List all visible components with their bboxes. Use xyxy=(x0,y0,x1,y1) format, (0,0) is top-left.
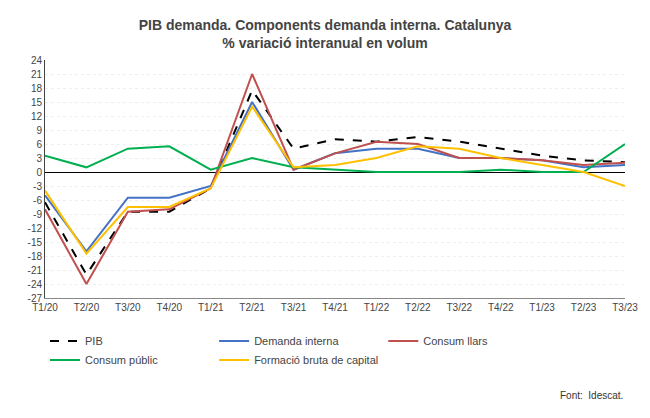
svg-text:Consum públic: Consum públic xyxy=(85,354,158,366)
svg-text:9: 9 xyxy=(36,125,42,136)
svg-text:T1/21: T1/21 xyxy=(198,302,224,313)
svg-text:3: 3 xyxy=(36,153,42,164)
svg-text:-15: -15 xyxy=(28,237,43,248)
svg-text:6: 6 xyxy=(36,139,42,150)
svg-text:T2/23: T2/23 xyxy=(571,302,597,313)
svg-text:T3/23: T3/23 xyxy=(612,302,638,313)
svg-text:-3: -3 xyxy=(33,181,42,192)
svg-text:T3/21: T3/21 xyxy=(281,302,307,313)
svg-text:T1/20: T1/20 xyxy=(32,302,58,313)
svg-text:-21: -21 xyxy=(28,265,43,276)
svg-text:Font: Idescat.: Font: Idescat. xyxy=(560,390,623,401)
svg-text:T1/22: T1/22 xyxy=(364,302,390,313)
svg-text:-9: -9 xyxy=(33,209,42,220)
svg-text:-24: -24 xyxy=(28,279,43,290)
svg-text:Formació bruta de capital: Formació bruta de capital xyxy=(254,354,378,366)
svg-text:PIB: PIB xyxy=(85,335,103,347)
svg-text:T2/22: T2/22 xyxy=(405,302,431,313)
svg-text:-6: -6 xyxy=(33,195,42,206)
svg-text:12: 12 xyxy=(31,111,43,122)
svg-text:T4/20: T4/20 xyxy=(157,302,183,313)
svg-text:T3/22: T3/22 xyxy=(447,302,473,313)
svg-text:PIB demanda. Components demand: PIB demanda. Components demanda interna.… xyxy=(139,17,512,51)
svg-text:T1/23: T1/23 xyxy=(529,302,555,313)
svg-text:T2/20: T2/20 xyxy=(74,302,100,313)
svg-text:T2/21: T2/21 xyxy=(239,302,265,313)
svg-text:24: 24 xyxy=(31,55,43,66)
svg-text:-27: -27 xyxy=(28,293,43,304)
svg-text:Consum llars: Consum llars xyxy=(423,335,488,347)
svg-text:0: 0 xyxy=(36,167,42,178)
svg-text:21: 21 xyxy=(31,69,43,80)
svg-text:T3/20: T3/20 xyxy=(115,302,141,313)
svg-text:18: 18 xyxy=(31,83,43,94)
svg-text:T4/22: T4/22 xyxy=(488,302,514,313)
svg-text:T4/21: T4/21 xyxy=(322,302,348,313)
svg-text:-12: -12 xyxy=(28,223,43,234)
svg-text:15: 15 xyxy=(31,97,43,108)
svg-text:Demanda interna: Demanda interna xyxy=(254,335,339,347)
svg-text:-18: -18 xyxy=(28,251,43,262)
